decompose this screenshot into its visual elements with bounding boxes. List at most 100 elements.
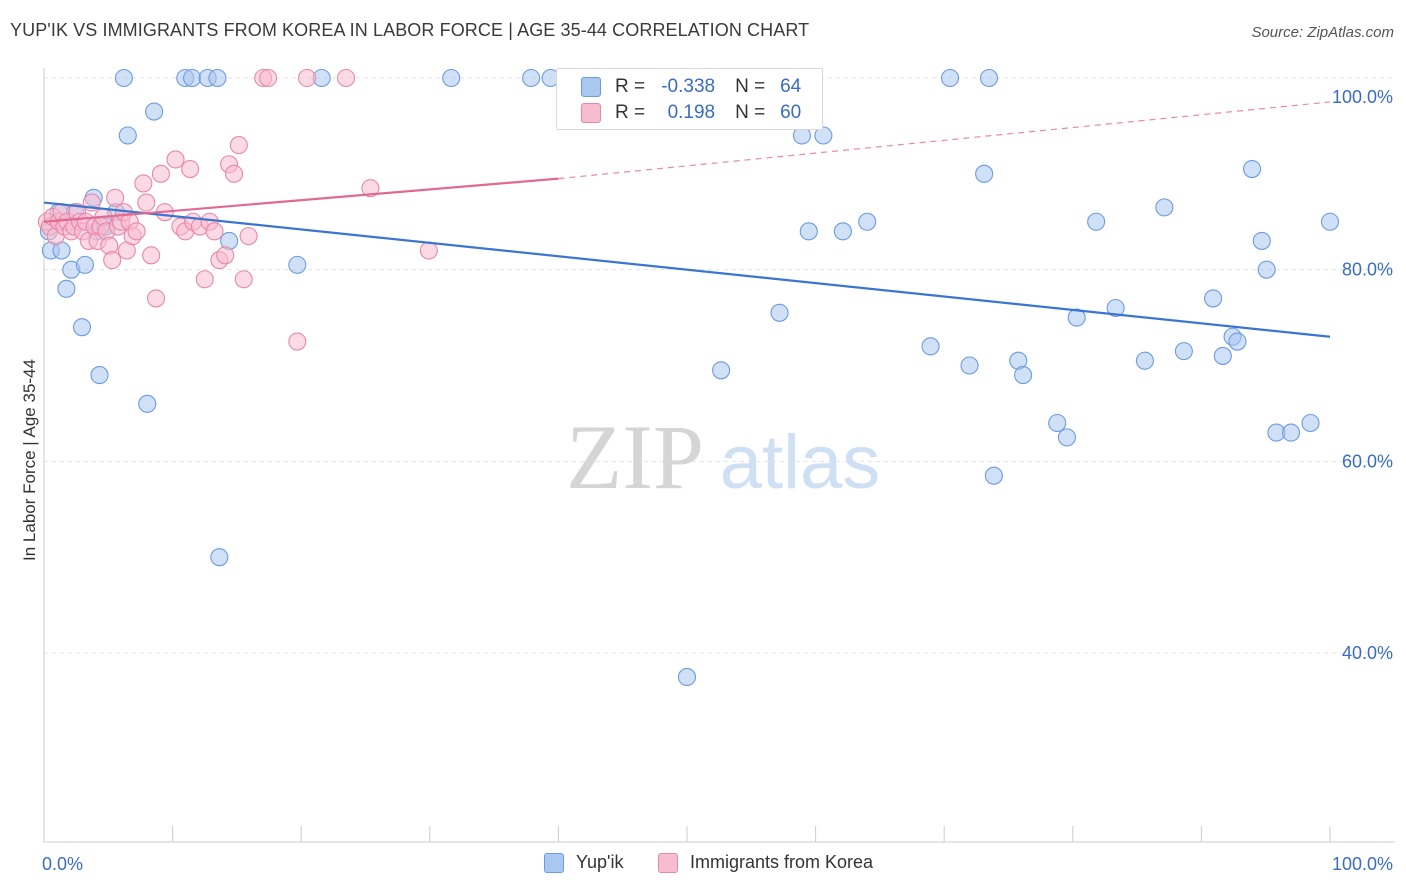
- legend-r-label: R =: [615, 102, 646, 123]
- y-tick-label-60: 60.0%: [1342, 451, 1393, 471]
- yupik-point-48: [1057, 428, 1077, 447]
- yupik-point-46: [1014, 366, 1033, 385]
- correlation-legend: R = -0.338 N = 64 R = 0.198 N = 60: [556, 68, 823, 130]
- legend-row-yupik: R = -0.338 N = 64: [581, 75, 801, 99]
- yupik-point-53: [1155, 198, 1174, 217]
- yupik-point-8: [75, 255, 94, 274]
- korea-point-52: [239, 227, 258, 246]
- korea-point-45: [205, 222, 224, 241]
- y-tick-label-80: 80.0%: [1342, 260, 1393, 280]
- yupik-point-50: [1087, 212, 1106, 231]
- legend-swatch-yupik: [581, 77, 601, 97]
- yupik-point-27: [522, 68, 541, 88]
- yupik-point-21: [208, 68, 227, 88]
- watermark-atlas: atlas: [720, 420, 881, 505]
- korea-trend-extension: [558, 101, 1331, 180]
- yupik-point-30: [677, 667, 697, 687]
- yupik-point-17: [145, 102, 164, 121]
- legend-r-value-yupik: -0.338: [661, 76, 716, 97]
- korea-point-54: [259, 68, 278, 88]
- korea-point-59: [419, 241, 438, 260]
- yupik-point-43: [979, 68, 999, 88]
- legend-n-value-yupik: 64: [780, 76, 802, 97]
- axes: [43, 68, 1395, 843]
- yupik-point-42: [975, 164, 994, 183]
- x-tick-label-100: 100.0%: [1332, 854, 1393, 874]
- korea-point-55: [288, 332, 307, 351]
- source-credit: Source: ZipAtlas.com: [1251, 24, 1394, 41]
- yupik-point-38: [858, 212, 877, 231]
- yupik-point-14: [114, 68, 133, 88]
- yupik-point-56: [1213, 346, 1232, 365]
- yupik-point-26: [442, 68, 461, 88]
- legend-swatch-korea: [581, 103, 601, 123]
- korea-point-43: [195, 270, 214, 289]
- yupik-point-44: [984, 466, 1003, 485]
- korea-point-56: [297, 68, 317, 88]
- yupik-point-47: [1048, 413, 1067, 433]
- yupik-point-49: [1067, 308, 1086, 327]
- korea-point-57: [336, 68, 356, 88]
- yupik-point-61: [1257, 260, 1276, 279]
- chart-title: YUP'IK VS IMMIGRANTS FROM KOREA IN LABOR…: [10, 20, 810, 40]
- tick-labels: 100.0% 80.0% 60.0% 40.0% 0.0% 100.0%: [42, 87, 1393, 874]
- yupik-point-64: [1301, 413, 1320, 433]
- yupik-point-58: [1228, 332, 1247, 351]
- korea-trend-line: [43, 177, 559, 223]
- korea-point-23: [106, 188, 125, 207]
- trend-lines: [43, 101, 1331, 338]
- legend-n-label: N =: [735, 76, 766, 97]
- data-points: [37, 68, 1340, 687]
- yupik-point-65: [1320, 212, 1340, 231]
- watermark-zip: ZIP: [566, 406, 704, 508]
- y-tick-label-98: 100.0%: [1332, 87, 1393, 107]
- yupik-point-15: [118, 126, 137, 145]
- series-legend-yupik[interactable]: Yup'ik: [544, 852, 623, 873]
- korea-point-58: [361, 179, 380, 198]
- series-swatch-yupik: [544, 852, 564, 873]
- yupik-trend-line: [43, 201, 1331, 338]
- series-legend: Yup'ik Immigrants from Korea: [0, 852, 1406, 878]
- korea-point-37: [166, 150, 185, 169]
- korea-point-30: [127, 222, 146, 241]
- yupik-point-7: [72, 318, 92, 337]
- legend-r-label: R =: [615, 76, 646, 97]
- yupik-point-19: [183, 68, 202, 88]
- yupik-point-59: [1243, 159, 1262, 179]
- yupik-point-32: [770, 303, 789, 322]
- yupik-point-4: [57, 279, 76, 298]
- yupik-point-63: [1281, 423, 1301, 442]
- y-axis-label: In Labor Force | Age 35-44: [20, 359, 39, 561]
- korea-point-34: [146, 289, 166, 308]
- korea-point-51: [234, 270, 253, 289]
- korea-point-40: [181, 159, 200, 179]
- yupik-point-51: [1106, 298, 1125, 318]
- yupik-point-24: [288, 255, 307, 274]
- x-tick-label-0: 0.0%: [42, 854, 83, 874]
- yupik-point-37: [833, 222, 852, 241]
- yupik-point-41: [960, 356, 979, 375]
- yupik-point-16: [138, 394, 157, 413]
- korea-point-35: [151, 164, 170, 183]
- yupik-point-60: [1252, 231, 1271, 250]
- yupik-point-52: [1135, 351, 1154, 370]
- korea-point-33: [142, 246, 161, 265]
- korea-point-47: [216, 246, 235, 265]
- yupik-point-40: [940, 68, 960, 88]
- series-name-korea: Immigrants from Korea: [690, 852, 874, 872]
- korea-point-49: [224, 164, 244, 183]
- series-legend-korea[interactable]: Immigrants from Korea: [658, 852, 873, 873]
- legend-n-label: N =: [735, 102, 766, 123]
- korea-point-32: [137, 193, 156, 212]
- yupik-point-31: [712, 361, 731, 380]
- yupik-point-22: [210, 548, 229, 567]
- yupik-point-54: [1174, 342, 1193, 361]
- legend-r-value-korea: 0.198: [667, 102, 716, 123]
- legend-row-korea: R = 0.198 N = 60: [581, 101, 801, 125]
- yupik-point-35: [799, 222, 818, 241]
- korea-point-22: [103, 251, 122, 270]
- korea-point-31: [134, 174, 153, 193]
- y-tick-label-40: 40.0%: [1342, 643, 1393, 663]
- yupik-point-39: [921, 337, 940, 356]
